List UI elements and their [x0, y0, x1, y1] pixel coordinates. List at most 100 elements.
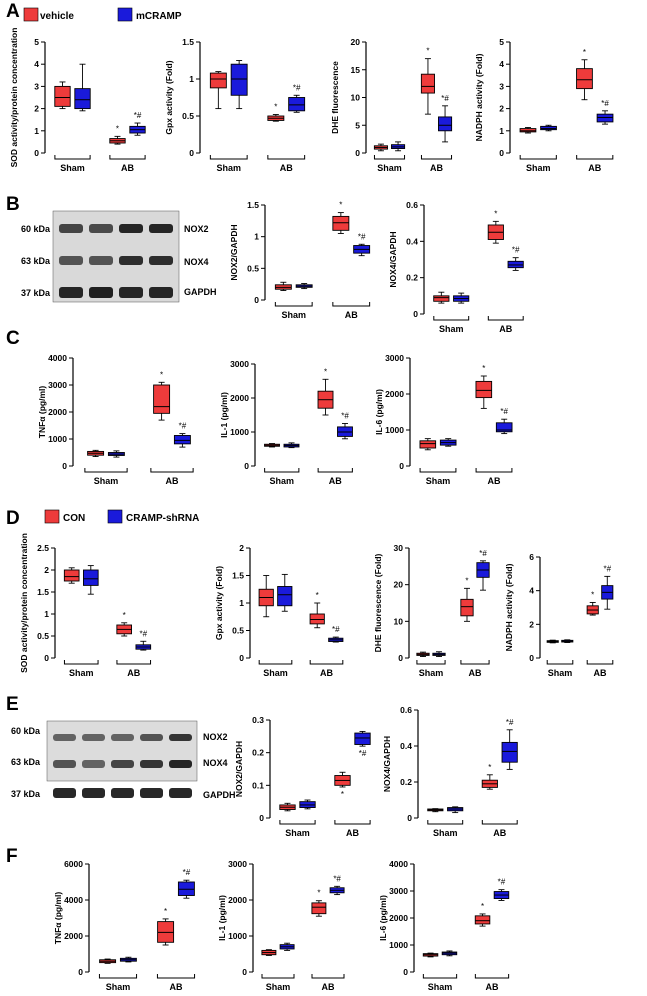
y-tick-label: 3000 — [230, 359, 249, 369]
group-bracket — [519, 155, 557, 160]
significance-marker: * — [317, 889, 320, 898]
western-blot-b: 60 kDa 63 kDa 37 kDa NOX2 NOX4 GAPDH — [21, 210, 217, 303]
category-label-sham: Sham — [94, 476, 119, 486]
group-bracket — [317, 468, 353, 473]
chart-a-0: 0 1 2 3 4 5 SOD activity/protein concentration… — [9, 28, 146, 173]
significance-marker: * — [116, 124, 119, 133]
y-axis-label: NOX4/GAPDH — [382, 736, 392, 792]
panel-label-d: D — [6, 508, 20, 529]
blot-band — [119, 224, 143, 233]
y-axis-label: IL-6 (pg/ml) — [378, 895, 388, 941]
blot-e-protein-3: GAPDH — [203, 790, 236, 800]
chart-d-10: 0 0.5 1 1.5 2 Gpx activity (Fold) Sham AB * *# — [214, 543, 344, 678]
y-tick-label: 4 — [34, 59, 39, 69]
category-label-ab: AB — [588, 163, 601, 173]
group-bracket — [258, 660, 293, 665]
y-tick-label: 0.5 — [247, 263, 259, 273]
box-first-sham — [54, 85, 71, 107]
blot-band — [111, 760, 134, 768]
chart-c-8: 0 1000 2000 3000 IL-6 (pg/ml) Sham AB * *# — [374, 353, 513, 486]
y-axis-label: NADPH activity (Fold) — [474, 53, 484, 141]
significance-marker: *# — [183, 868, 191, 877]
category-label-ab: AB — [499, 324, 512, 334]
category-label-sham: Sham — [69, 668, 94, 678]
chart-e-13: 0 0.1 0.2 0.3 NOX2/GAPDH Sham AB * *# — [234, 715, 371, 838]
category-label-ab: AB — [329, 476, 342, 486]
group-bracket — [279, 820, 316, 825]
y-tick-label: 6 — [529, 552, 534, 562]
group-bracket — [433, 316, 470, 321]
y-tick-label: 0 — [403, 967, 408, 977]
y-tick-label: 0 — [259, 813, 264, 823]
chart-f-15: 0 2000 4000 6000 TNFα (pg/ml) Sham AB * *# — [53, 859, 196, 992]
box-second-sham — [230, 63, 248, 96]
y-tick-label: 0 — [355, 148, 360, 158]
blot-band — [169, 734, 192, 741]
blot-band — [140, 788, 163, 798]
group-bracket — [487, 316, 524, 321]
y-tick-label: 1.5 — [37, 587, 49, 597]
chart-c-7: 0 1000 2000 3000 IL-1 (pg/ml) Sham AB * *# — [219, 359, 353, 486]
y-tick-label: 1 — [499, 126, 504, 136]
group-bracket — [586, 660, 614, 665]
box-second-sham — [277, 586, 293, 607]
legend-label-con: CON — [63, 513, 85, 524]
group-bracket — [416, 660, 446, 665]
significance-marker: *# — [333, 874, 341, 883]
category-label-sham: Sham — [266, 982, 291, 992]
y-axis-label: DHE fluorescence — [330, 61, 340, 134]
y-tick-label: 0.3 — [252, 715, 264, 725]
y-tick-label: 20 — [351, 37, 361, 47]
category-label-ab: AB — [346, 828, 359, 838]
significance-marker: *# — [359, 749, 367, 758]
category-label-ab: AB — [469, 668, 482, 678]
y-tick-label: 1000 — [389, 940, 408, 950]
y-tick-label: 0.6 — [400, 705, 412, 715]
box-second-ab — [438, 116, 453, 132]
blot-e-kda-2: 63 kDa — [11, 757, 41, 767]
y-tick-label: 0 — [34, 148, 39, 158]
y-tick-label: 1000 — [228, 931, 247, 941]
y-tick-label: 1000 — [385, 425, 404, 435]
y-tick-label: 4 — [529, 586, 534, 596]
significance-marker: *# — [498, 878, 506, 887]
y-tick-label: 2 — [44, 565, 49, 575]
group-bracket — [311, 974, 345, 979]
significance-marker: * — [465, 576, 468, 585]
box-first-ab — [311, 902, 327, 915]
significance-marker: *# — [293, 83, 301, 92]
category-label-ab: AB — [280, 163, 293, 173]
y-axis-label: IL-1 (pg/ml) — [219, 392, 229, 438]
y-tick-label: 1 — [189, 74, 194, 84]
significance-marker: * — [274, 103, 277, 112]
y-tick-label: 3000 — [228, 859, 247, 869]
box-first-sham — [419, 440, 437, 449]
blot-band — [149, 224, 173, 233]
group-bracket — [460, 660, 490, 665]
chart-f-17: 0 1000 2000 3000 4000 IL-6 (pg/ml) Sham AB * *# — [378, 859, 510, 992]
blot-b-protein-2: NOX4 — [184, 257, 209, 267]
blot-membrane-e — [46, 720, 198, 782]
chart-d-11: 0 10 20 30 DHE fluorescence (Fold) Sham AB * *# — [373, 543, 490, 678]
blot-band — [169, 788, 192, 798]
y-tick-label: 2000 — [228, 895, 247, 905]
significance-marker: *# — [500, 407, 508, 416]
group-bracket — [576, 155, 614, 160]
blot-band — [111, 734, 134, 741]
y-tick-label: 0.4 — [400, 741, 412, 751]
category-label-ab: AB — [166, 476, 179, 486]
legend-swatch-con — [44, 509, 60, 524]
chart-c-6: 0 1000 2000 3000 4000 TNFα (pg/ml) Sham AB * *# — [37, 353, 194, 486]
group-bracket — [261, 974, 295, 979]
y-tick-label: 1 — [44, 609, 49, 619]
category-label-ab: AB — [170, 982, 183, 992]
significance-marker: *# — [179, 422, 187, 431]
blot-b-kda-2: 63 kDa — [21, 256, 51, 266]
category-label-sham: Sham — [106, 982, 131, 992]
box-first-ab — [460, 598, 474, 617]
y-tick-label: 2 — [34, 104, 39, 114]
group-bracket — [373, 155, 406, 160]
significance-marker: * — [160, 370, 163, 379]
y-tick-label: 2 — [239, 543, 244, 553]
category-label-sham: Sham — [263, 668, 288, 678]
